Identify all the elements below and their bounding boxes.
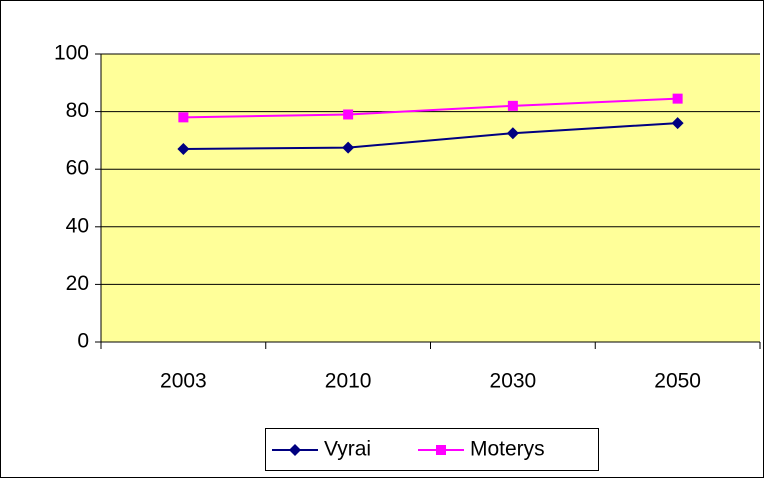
marker <box>436 445 446 455</box>
x-tick-label: 2030 <box>490 370 537 393</box>
marker <box>343 109 354 120</box>
marker <box>178 112 189 123</box>
x-tick-label: 2050 <box>654 370 701 393</box>
marker <box>672 93 683 104</box>
marker <box>506 127 519 140</box>
y-tick-label: 80 <box>66 99 89 122</box>
y-tick-label: 20 <box>66 272 89 295</box>
y-tick-label: 40 <box>66 214 89 237</box>
legend-label: Moterys <box>470 438 545 461</box>
marker <box>289 444 301 456</box>
y-tick-label: 0 <box>77 330 89 353</box>
legend-label: Vyrai <box>324 438 371 461</box>
marker <box>342 141 355 154</box>
plot-area <box>101 54 760 342</box>
series-line <box>183 97 678 119</box>
series-line <box>183 122 678 151</box>
y-tick-label: 100 <box>54 42 89 65</box>
marker <box>177 143 190 156</box>
marker <box>671 117 684 130</box>
x-tick-label: 2003 <box>160 370 207 393</box>
marker <box>507 100 518 111</box>
x-tick-label: 2010 <box>325 370 372 393</box>
y-tick-label: 60 <box>66 157 89 180</box>
